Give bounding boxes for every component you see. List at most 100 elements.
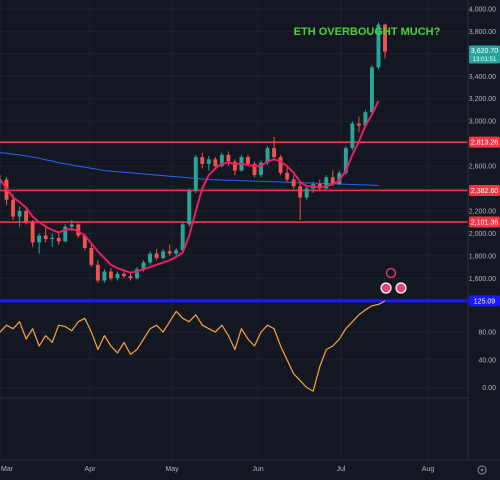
candle-body (363, 112, 368, 126)
price-tick-label: 3,800.00 (469, 29, 496, 36)
candle-body (141, 262, 146, 270)
slow-ema-line (0, 152, 379, 186)
price-tick-label: 2,600.00 (469, 164, 496, 171)
candle-body (89, 247, 94, 265)
candle-body (383, 24, 387, 52)
candle-body (148, 253, 153, 263)
level-label: 2,101.36 (471, 220, 498, 227)
candle-body (69, 224, 74, 227)
candle-body (115, 273, 120, 279)
candle-body (108, 271, 113, 279)
candle-body (259, 162, 263, 176)
time-tick-label: Mar (1, 466, 14, 473)
price-levels (0, 141, 468, 223)
candle-body (285, 172, 290, 180)
price-tick-label: 1,600.00 (469, 276, 496, 283)
candle-body (304, 188, 309, 198)
last-price-badge (469, 45, 500, 64)
candle-body (161, 251, 166, 259)
oscillator-tick-label: 80.00 (478, 330, 496, 337)
candle-body (343, 148, 348, 173)
candle-body (317, 184, 322, 189)
candle-body (226, 154, 231, 162)
last-price-value: 3,620.70 (471, 48, 498, 55)
level-badge (469, 184, 500, 196)
candle-body (122, 273, 126, 277)
refresh-icon[interactable] (385, 267, 397, 279)
candle-body (135, 269, 139, 279)
chart-annotation: ETH OVERBOUGHT MUCH? (294, 26, 441, 38)
candle-body (56, 237, 61, 242)
oscillator-tick-label: 40.00 (478, 357, 496, 364)
candle-body (30, 222, 35, 243)
oscillator-pane (0, 299, 468, 392)
time-tick-label: Jun (252, 466, 263, 473)
candle-body (350, 123, 355, 149)
candle-body (369, 67, 374, 113)
fast-ema-layer (0, 100, 380, 274)
slow-ema-layer (0, 152, 379, 186)
candle-body (252, 163, 257, 176)
time-tick-label: Jul (337, 466, 346, 473)
level-label: 2,382.60 (471, 188, 498, 195)
level-label: 2,813.26 (471, 140, 498, 147)
candle-body (206, 159, 211, 164)
candles (0, 22, 387, 283)
axis-badges: 2,813.26 2,382.60 2,101.36 3,620.70 13:01:51… (469, 45, 500, 307)
candle-body (376, 24, 381, 68)
candle-body (232, 161, 237, 171)
candle-body (95, 264, 100, 281)
candle-body (24, 210, 29, 223)
candle-body (200, 157, 205, 164)
candle-body (193, 157, 198, 191)
candle-body (128, 276, 133, 279)
candle-body (37, 235, 42, 243)
candle-body (356, 123, 361, 126)
level-badge (469, 136, 500, 148)
event-marker-icon[interactable] (395, 282, 407, 294)
candle-body (219, 154, 224, 167)
candle-body (11, 199, 16, 217)
candle-body (50, 237, 55, 240)
oscillator-line (0, 300, 386, 392)
time-tick-label: Aug (422, 466, 435, 473)
candle-body (63, 226, 68, 242)
candle-body (265, 148, 270, 163)
price-tick-label: 2,200.00 (469, 208, 496, 215)
oscillator-level-badge (469, 295, 500, 307)
candle-body (102, 271, 107, 281)
level-badge (469, 216, 500, 228)
candle-body (246, 157, 250, 164)
event-marker-icon[interactable] (380, 282, 392, 294)
candle-body (17, 210, 22, 217)
candle-body (278, 157, 283, 173)
price-tick-label: 4,000.00 (469, 6, 496, 13)
candle-body (337, 172, 342, 185)
price-tick-label: 3,400.00 (469, 74, 496, 81)
candle-body (272, 148, 277, 158)
candle-body (291, 179, 296, 187)
price-tick-label: 1,800.00 (469, 253, 496, 260)
candle-body (330, 177, 335, 185)
candle-body (76, 224, 81, 236)
price-tick-label: 3,000.00 (469, 119, 496, 126)
candle-body (180, 224, 185, 251)
event-icons (380, 267, 407, 294)
price-tick-label: 3,200.00 (469, 96, 496, 103)
time-tick-label: May (165, 466, 179, 473)
candle-body (298, 186, 303, 198)
oscillator-level-label: 125.09 (474, 298, 496, 305)
time-tick-label: Apr (85, 466, 97, 473)
price-tick-label: 2,000.00 (469, 231, 496, 238)
candle-body (174, 250, 179, 254)
candle-body (167, 251, 172, 254)
candle-body (324, 177, 329, 189)
candle-body (43, 235, 48, 240)
candle-body (187, 190, 192, 225)
bar-countdown: 13:01:51 (473, 57, 497, 63)
settings-icon[interactable] (477, 465, 487, 475)
candle-body (154, 253, 159, 259)
